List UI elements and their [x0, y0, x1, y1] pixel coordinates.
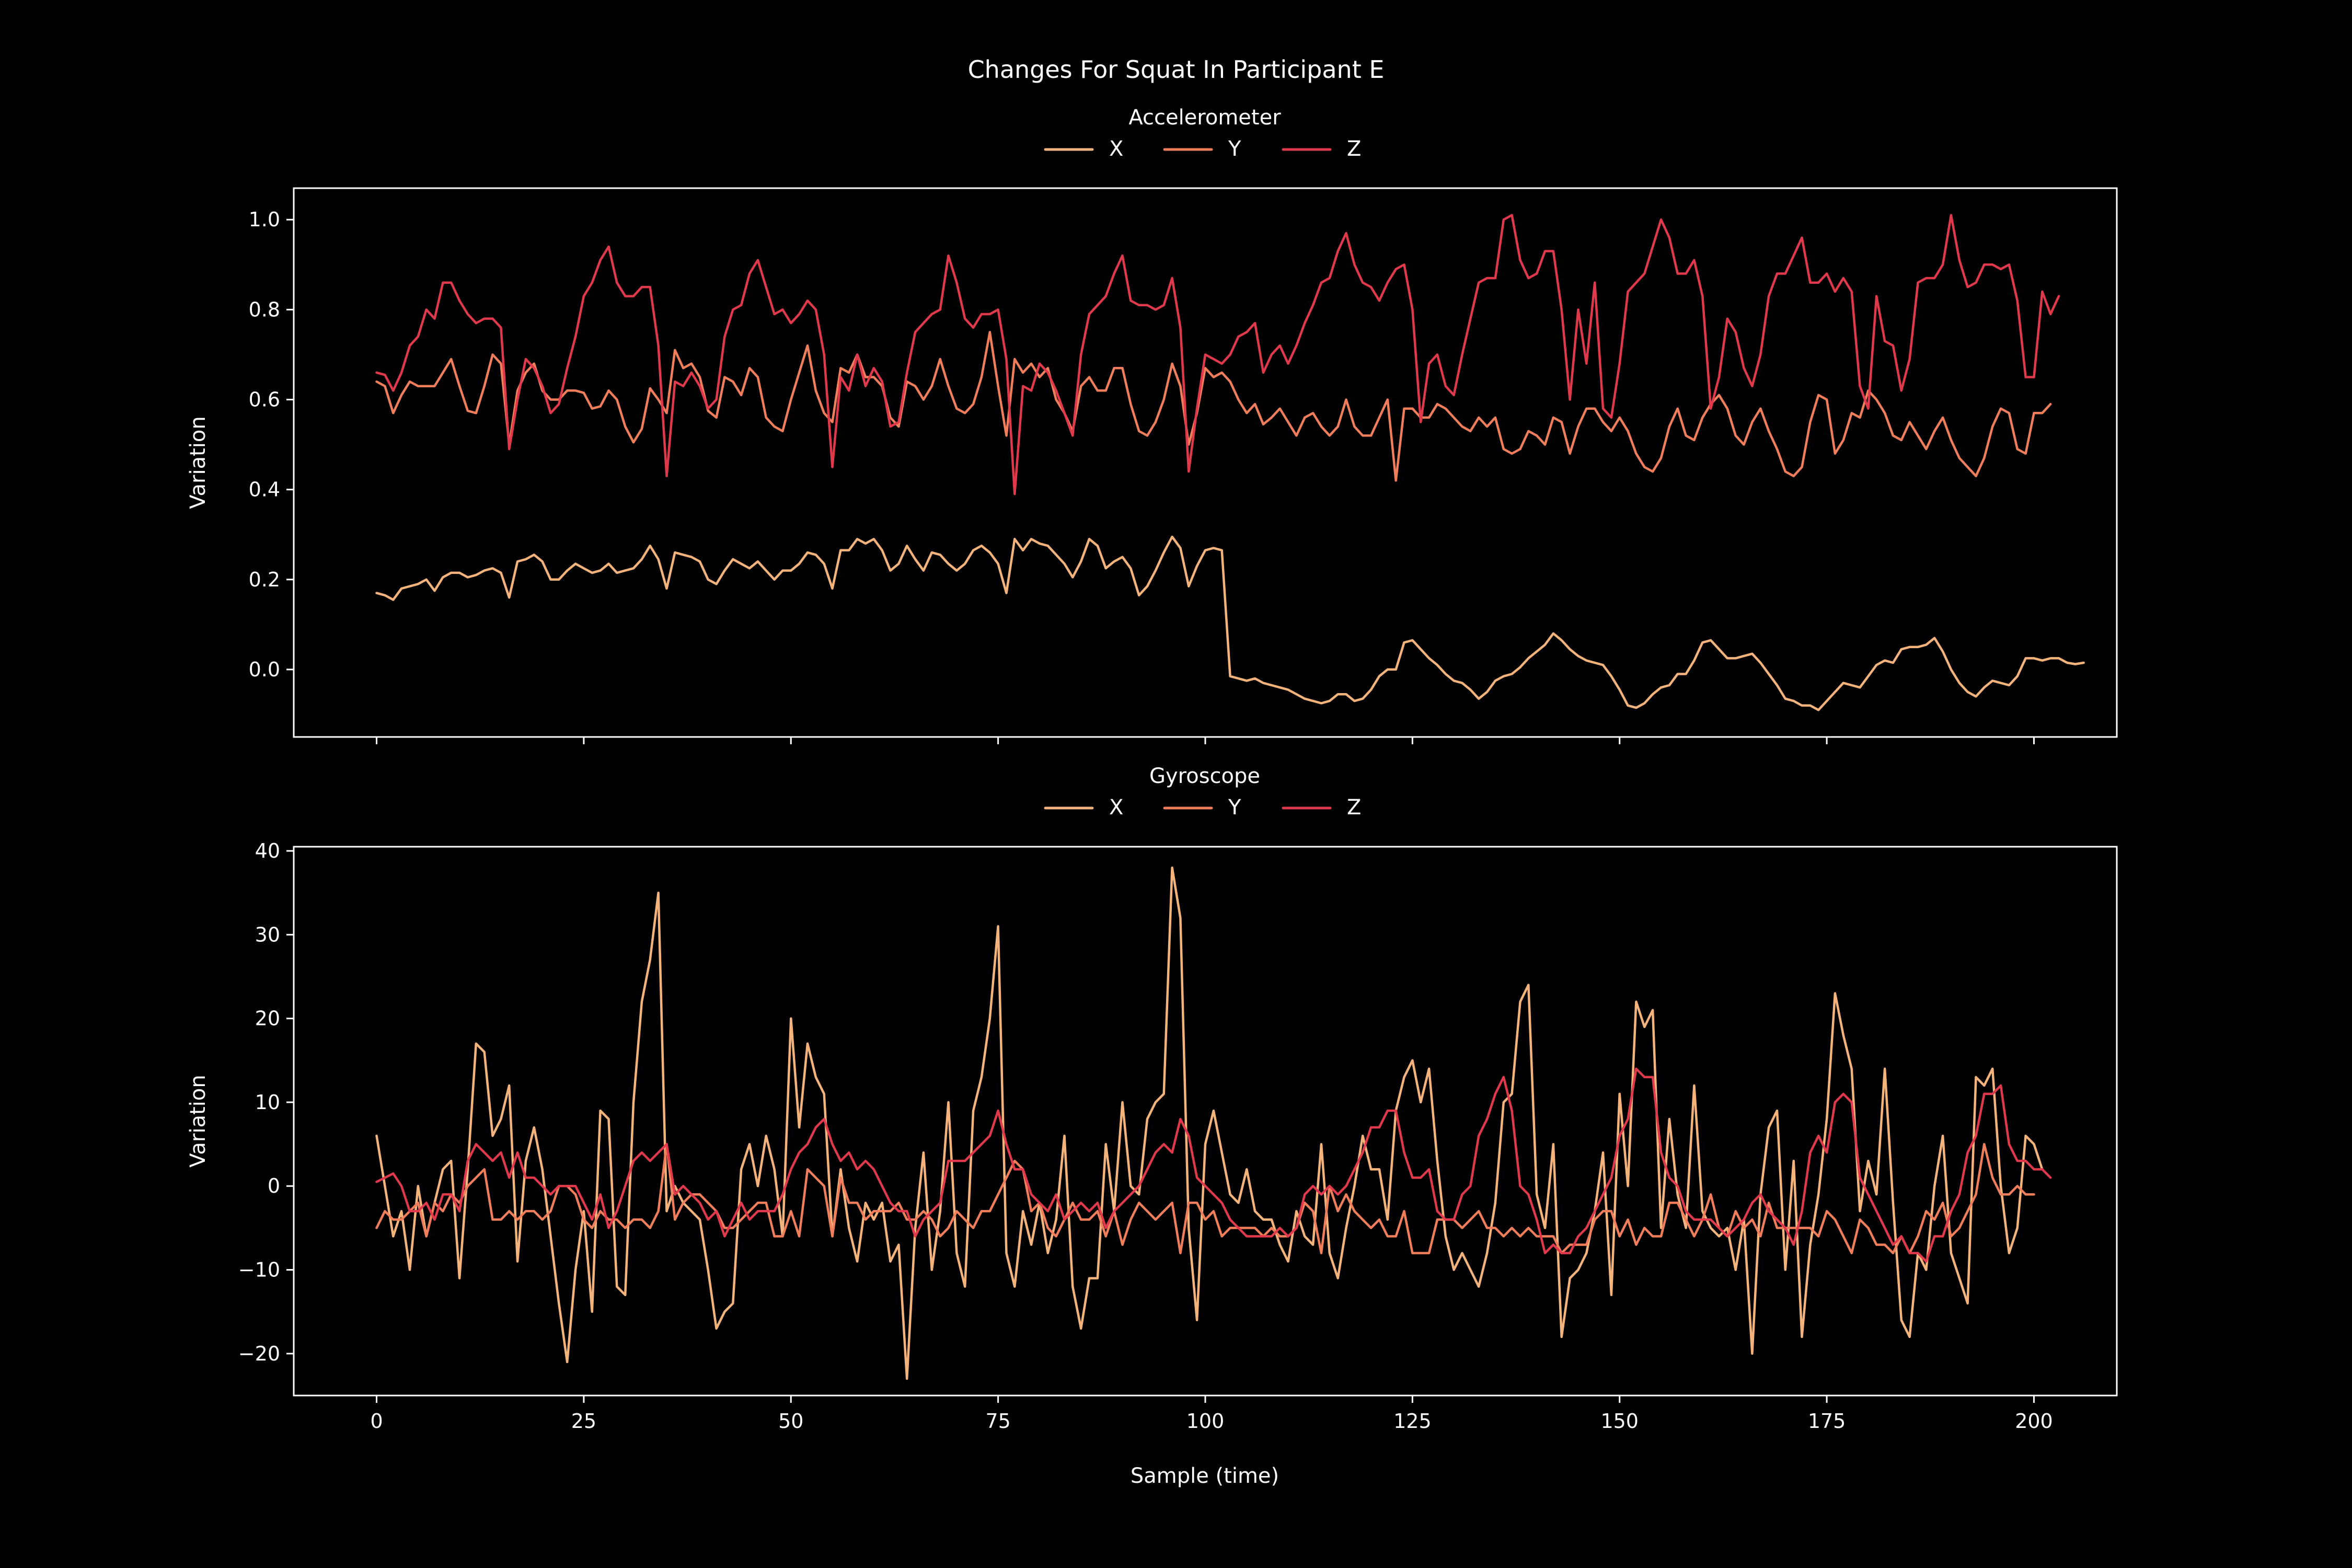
y-tick-label: 30 — [255, 923, 280, 946]
figure-title: Changes For Squat In Participant E — [968, 55, 1385, 84]
y-axis-label: Variation — [186, 416, 210, 509]
x-tick-label: 175 — [1808, 1410, 1846, 1433]
y-tick-label: 40 — [255, 839, 280, 862]
series-line-y — [375, 331, 2052, 482]
series-line-x — [375, 535, 2085, 711]
y-tick-label: 0 — [268, 1174, 280, 1197]
legend-label-y: Y — [1228, 795, 1241, 820]
y-tick-label: 1.0 — [249, 208, 280, 231]
series-lines — [375, 214, 2085, 711]
x-tick-label: 0 — [370, 1410, 383, 1433]
x-tick-label: 75 — [985, 1410, 1010, 1433]
y-tick-label: −10 — [238, 1259, 280, 1282]
x-tick-label: 150 — [1600, 1410, 1639, 1433]
y-tick-label: 0.6 — [249, 388, 280, 411]
y-tick-label: 0.4 — [249, 478, 280, 501]
y-tick-label: 20 — [255, 1007, 280, 1030]
x-tick-label: 100 — [1186, 1410, 1225, 1433]
y-tick-label: 10 — [255, 1091, 280, 1114]
x-axis-label: Sample (time) — [1131, 1464, 1279, 1488]
legend-title: Accelerometer — [1128, 106, 1281, 130]
y-tick-label: 0.8 — [249, 298, 280, 321]
legend-label-z: Z — [1347, 795, 1361, 820]
legend-label-z: Z — [1347, 137, 1361, 161]
legend-title: Gyroscope — [1149, 764, 1260, 788]
y-axis-label: Variation — [186, 1075, 210, 1167]
series-line-x — [375, 866, 2044, 1380]
series-lines — [375, 866, 2052, 1380]
series-line-z — [375, 1067, 2052, 1263]
y-tick-label: 0.0 — [249, 658, 280, 681]
series-line-z — [375, 214, 2060, 495]
legend-label-x: X — [1109, 137, 1123, 161]
legend-label-x: X — [1109, 795, 1123, 820]
x-tick-label: 50 — [778, 1410, 803, 1433]
x-tick-label: 200 — [2015, 1410, 2053, 1433]
y-tick-label: −20 — [238, 1342, 280, 1365]
x-tick-label: 125 — [1393, 1410, 1432, 1433]
series-line-y — [375, 1143, 2035, 1254]
subplot-accelerometer: 0.0 0.2 0.4 0.6 0.8 1.0 Variation Accelerometer… — [186, 106, 2118, 744]
subplot-gyroscope: 0 25 50 75 100 125 150 175 200 −20 −10 0 10 20 30 40 Var… — [186, 764, 2118, 1433]
y-tick-label: 0.2 — [249, 568, 280, 591]
legend: Gyroscope X Y Z — [1044, 764, 1361, 820]
x-tick-label: 25 — [571, 1410, 596, 1433]
legend-label-y: Y — [1228, 137, 1241, 161]
subplots: 0.0 0.2 0.4 0.6 0.8 1.0 Variation Accelerometer… — [186, 106, 2118, 1433]
